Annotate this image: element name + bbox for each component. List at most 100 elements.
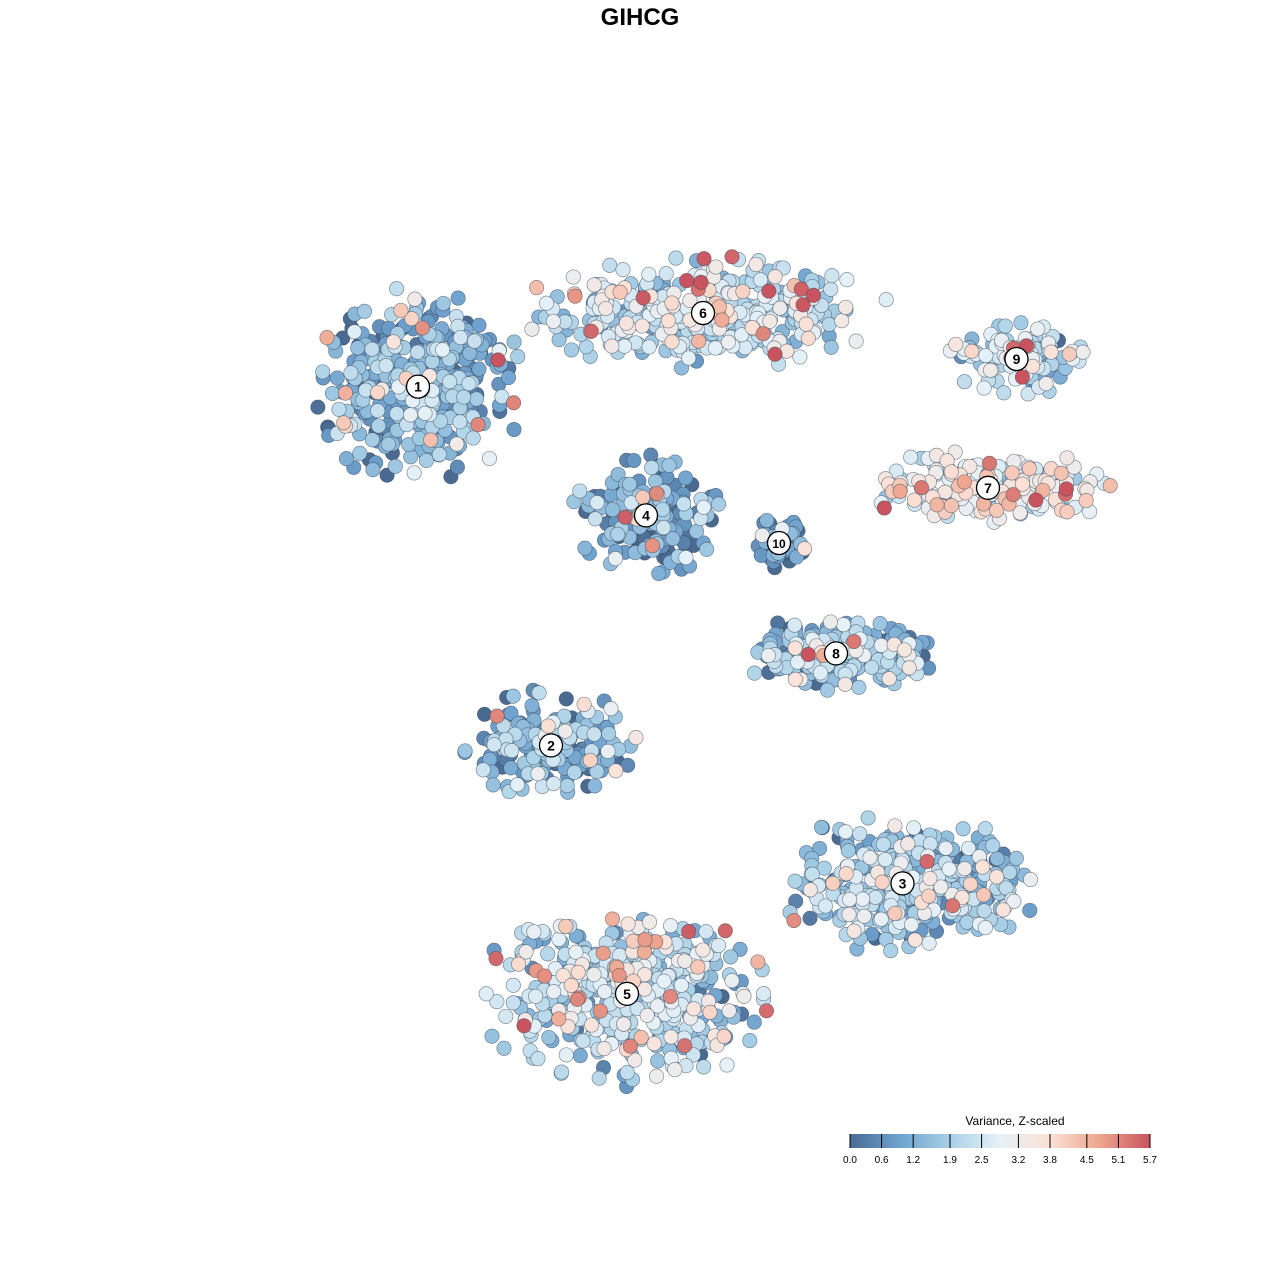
cell-point [582, 752, 598, 768]
cell-point [997, 318, 1013, 334]
cell-point [576, 696, 592, 712]
cell-point [627, 1052, 643, 1068]
cell-point [945, 898, 961, 914]
cell-point [559, 778, 575, 794]
cell-point [686, 1001, 702, 1017]
cell-point [336, 415, 352, 431]
cell-point [892, 483, 908, 499]
cell-point [586, 966, 602, 983]
cell-point [584, 1017, 600, 1033]
cell-point [404, 311, 420, 327]
cell-point [981, 455, 998, 471]
cell-point [476, 706, 493, 722]
chart-title: GIHCG [600, 4, 680, 31]
point-layer [310, 249, 1118, 1095]
colorbar-tick-label: 4.5 [1080, 1155, 1094, 1166]
cluster-label-9: 9 [1004, 346, 1029, 372]
cell-point [505, 995, 521, 1011]
cell-point [761, 283, 777, 299]
cell-point [554, 1064, 570, 1080]
cell-point [1013, 315, 1029, 331]
cell-point [1022, 902, 1038, 918]
cell-point [943, 464, 959, 480]
cell-point [813, 819, 830, 835]
cell-point [956, 474, 972, 490]
cell-point [506, 395, 522, 411]
cell-point [658, 266, 674, 282]
cell-point [568, 944, 584, 960]
cell-point [489, 708, 505, 724]
cluster-label-text: 10 [772, 537, 786, 551]
cell-point [837, 676, 853, 692]
cell-point [975, 859, 991, 875]
cell-point [465, 430, 481, 446]
cell-point [566, 764, 582, 780]
cell-point [478, 986, 494, 1002]
cell-point [817, 898, 833, 914]
cell-point [678, 470, 694, 486]
cell-point [589, 495, 605, 511]
cell-point [496, 1040, 512, 1056]
cell-point [310, 399, 326, 415]
cell-point [569, 991, 585, 1007]
cell-point [753, 272, 769, 288]
cell-point [530, 1051, 546, 1067]
cell-point [787, 640, 803, 656]
cluster-label-badge [614, 981, 640, 1006]
cell-point [956, 374, 973, 390]
cell-point [595, 945, 611, 961]
cell-point [370, 384, 386, 400]
cell-point [644, 538, 660, 554]
cell-point [602, 257, 618, 273]
cell-point [698, 924, 714, 940]
cell-point [565, 269, 581, 285]
cell-point [957, 861, 973, 877]
cell-point [1002, 864, 1018, 880]
cell-point [691, 333, 707, 349]
cell-point [714, 312, 730, 328]
cell-point [679, 273, 695, 289]
cell-point [851, 679, 867, 695]
cell-point [489, 994, 505, 1010]
cell-point [468, 391, 485, 407]
cluster-label-badge [538, 733, 564, 758]
cell-point [546, 984, 562, 1000]
cell-point [795, 297, 811, 313]
cell-point [509, 777, 525, 793]
cell-point [881, 671, 897, 687]
cell-point [364, 432, 380, 448]
cell-point [393, 302, 409, 318]
colorbar-tick-label: 2.5 [975, 1155, 989, 1166]
cell-point [329, 370, 345, 386]
cell-point [955, 821, 971, 837]
cluster-label-layer: 1 2 3 4 5 6 7 8 9 10 [405, 300, 1029, 1006]
cell-point [720, 334, 736, 350]
cell-point [821, 316, 837, 332]
cell-point [941, 861, 957, 877]
cell-point [900, 836, 916, 852]
cell-point [546, 776, 562, 792]
cell-point [649, 485, 665, 502]
cell-point [762, 313, 778, 329]
cluster-label-8: 8 [823, 641, 849, 666]
cell-point [758, 1003, 775, 1019]
cell-point [575, 1033, 591, 1049]
cell-point [721, 1003, 737, 1019]
cell-point [611, 967, 627, 983]
cell-point [319, 330, 335, 346]
cell-point [324, 385, 341, 401]
cell-point [592, 1003, 608, 1019]
cell-point [696, 1059, 712, 1075]
cell-point [977, 920, 993, 936]
cell-point [470, 417, 486, 433]
cell-point [961, 840, 977, 856]
cell-point [641, 266, 657, 282]
cell-point [635, 290, 651, 306]
cell-point [760, 647, 776, 664]
colorbar-tick-label: 0.6 [875, 1155, 889, 1166]
colorbar-tick-label: 1.2 [906, 1155, 920, 1166]
cell-point [816, 860, 832, 876]
cell-point [839, 272, 855, 288]
cell-point [896, 642, 913, 658]
cell-point [901, 660, 917, 676]
